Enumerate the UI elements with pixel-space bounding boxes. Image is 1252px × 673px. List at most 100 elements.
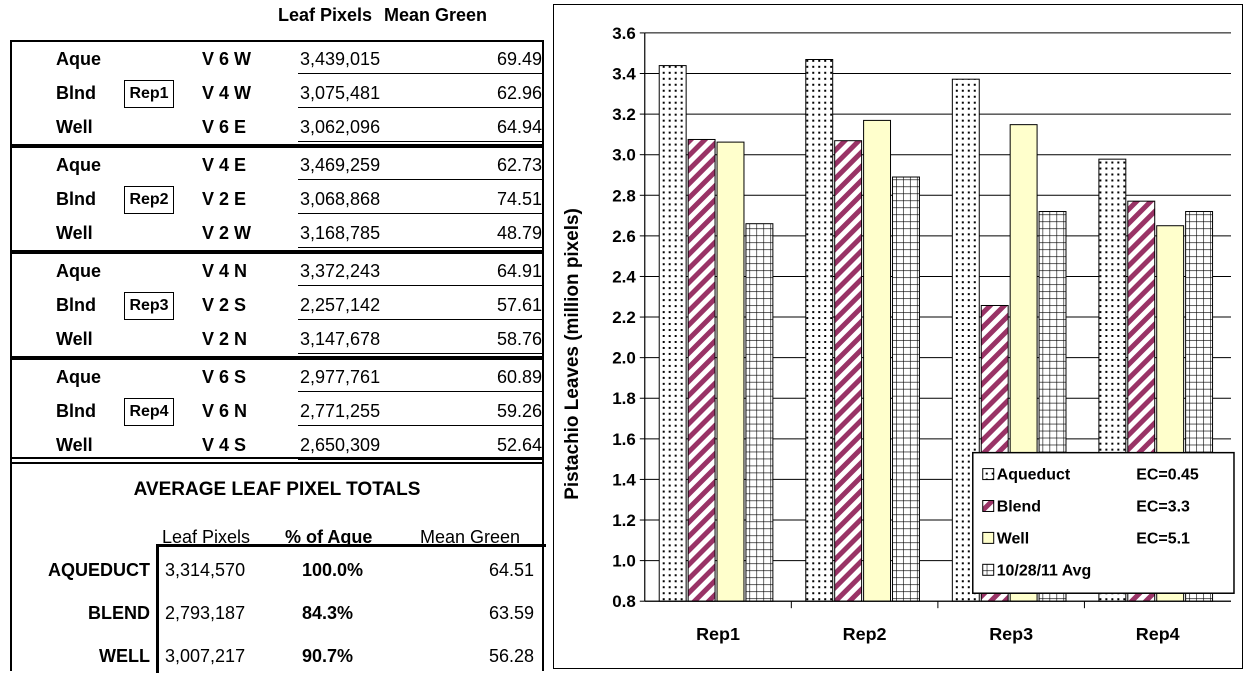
table-row: Well V 4 S 2,650,309 52.64 — [12, 428, 542, 462]
tree-cell: V 6 E — [202, 117, 247, 137]
source-cell: Aque — [56, 49, 101, 69]
row-underline — [298, 73, 542, 74]
legend-ec: EC=3.3 — [1136, 498, 1190, 515]
mean-green-cell: 57.61 — [496, 295, 542, 315]
y-tick-label: 1.8 — [612, 389, 636, 408]
tree-cell: V 4 S — [202, 435, 247, 455]
rep-label-box: Rep3 — [124, 292, 174, 320]
legend-swatch — [982, 468, 995, 481]
avg-col-leaf-pixels: Leaf Pixels — [162, 527, 251, 547]
x-tick-label: Rep4 — [1136, 624, 1180, 644]
rep-label-box: Rep1 — [124, 80, 174, 108]
avg-mean-green-cell: 56.28 — [488, 646, 534, 666]
row-underline — [298, 391, 542, 392]
rep-label-box: Rep4 — [124, 398, 174, 426]
legend-swatch — [982, 500, 995, 512]
row-underline — [298, 247, 542, 248]
table-row: Well V 6 E 3,062,096 64.94 — [12, 110, 542, 144]
legend-label: Aqueduct — [997, 467, 1071, 484]
avg-pct-cell: 90.7% — [302, 646, 354, 666]
mean-green-cell: 48.79 — [496, 223, 542, 243]
table-row: Well V 2 W 3,168,785 48.79 — [12, 216, 542, 250]
legend-swatch — [982, 563, 995, 576]
source-cell: Well — [56, 117, 93, 137]
tree-cell: V 2 E — [202, 189, 247, 209]
source-cell: Blnd — [56, 401, 96, 421]
leaf-pixels-cell: 3,068,868 — [300, 189, 381, 209]
y-tick-label: 1.4 — [612, 470, 636, 489]
avg-leaf-pixels-cell: 3,314,570 — [165, 560, 246, 580]
average-totals-box: AVERAGE LEAF PIXEL TOTALS Leaf Pixels % … — [10, 457, 546, 673]
rep-label-box: Rep2 — [124, 186, 174, 214]
table-row: Aque V 4 E 3,469,259 62.73 — [12, 148, 542, 182]
tree-cell: V 4 E — [202, 155, 247, 175]
avg-col-pct: % of Aque — [285, 527, 373, 547]
avg-mean-green-cell: 63.59 — [488, 603, 534, 623]
row-underline — [298, 285, 542, 286]
table-row: Aque V 6 S 2,977,761 60.89 — [12, 360, 542, 394]
source-cell: Well — [56, 329, 93, 349]
table-row: Blnd V 2 E 3,068,868 74.51 — [12, 182, 542, 216]
legend-ec: EC=0.45 — [1136, 467, 1199, 484]
tree-cell: V 4 W — [202, 83, 252, 103]
source-cell: Aque — [56, 155, 101, 175]
legend-swatch — [982, 531, 995, 544]
y-tick-label: 3.4 — [612, 64, 636, 83]
source-cell: Aque — [56, 261, 101, 281]
avg-leaf-pixels-cell: 3,007,217 — [165, 646, 246, 666]
avg-leaf-pixels-cell: 2,793,187 — [165, 603, 246, 623]
bar-well-rep1 — [716, 141, 745, 602]
legend-label: Well — [997, 530, 1029, 547]
row-underline — [298, 179, 542, 180]
y-tick-label: 1.6 — [612, 430, 636, 449]
data-table-panel: Leaf Pixels Mean Green Aque V 6 W 3,439,01… — [0, 0, 550, 673]
bar-blend-rep1 — [687, 138, 716, 602]
legend-ec: EC=5.1 — [1136, 530, 1190, 547]
bar-aqueduct-rep2 — [805, 59, 834, 602]
leaf-pixels-cell: 3,439,015 — [300, 49, 381, 69]
row-underline — [298, 141, 542, 142]
axes: 0.8 1.0 1.2 1.4 1.6 1.8 2.0 2.2 2.4 2.6 2.8 3.0 3.2 3… — [612, 24, 1231, 644]
mean-green-cell: 59.26 — [496, 401, 542, 421]
rep-group-3: Aque V 4 N 3,372,243 64.91 Blnd V 2 S 2,257,14… — [10, 252, 544, 358]
bar-well-rep2 — [863, 119, 892, 602]
avg-col-mean-green: Mean Green — [420, 527, 521, 547]
mean-green-cell: 58.76 — [496, 329, 542, 349]
y-tick-label: 1.0 — [612, 552, 636, 571]
avg-mean-green-cell: 64.51 — [488, 560, 534, 580]
y-tick-label: 2.6 — [612, 227, 636, 246]
y-tick-label: 3.0 — [612, 146, 636, 165]
y-tick-label: 1.2 — [612, 511, 636, 530]
y-tick-label: 2.0 — [612, 349, 636, 368]
y-tick-label: 2.2 — [612, 308, 636, 327]
tree-cell: V 2 S — [202, 295, 247, 315]
legend-label: 10/28/11 Avg — [997, 562, 1092, 579]
leaf-pixels-bar-chart: 0.8 1.0 1.2 1.4 1.6 1.8 2.0 2.2 2.4 2.6 2.8 3.0 3.2 3… — [553, 4, 1243, 669]
x-tick-label: Rep2 — [843, 624, 887, 644]
leaf-pixels-cell: 3,372,243 — [300, 261, 381, 281]
bar-blend-rep2 — [834, 140, 863, 602]
tree-cell: V 6 N — [202, 401, 248, 421]
row-underline — [298, 425, 542, 426]
table-row: Aque V 6 W 3,439,015 69.49 — [12, 42, 542, 76]
y-tick-label: 2.8 — [612, 186, 636, 205]
x-tick-label: Rep3 — [989, 624, 1033, 644]
y-tick-label: 0.8 — [612, 592, 636, 611]
avg-name-cell: BLEND — [88, 603, 150, 623]
y-tick-label: 2.4 — [612, 267, 636, 286]
row-underline — [298, 213, 542, 214]
tree-cell: V 6 W — [202, 49, 252, 69]
table-row: Blnd V 4 W 3,075,481 62.96 — [12, 76, 542, 110]
table-row: Well V 2 N 3,147,678 58.76 — [12, 322, 542, 356]
leaf-pixels-cell: 2,257,142 — [300, 295, 381, 315]
x-tick-label: Rep1 — [696, 624, 740, 644]
legend-label: Blend — [997, 498, 1041, 515]
source-cell: Aque — [56, 367, 101, 387]
row-underline — [298, 459, 542, 460]
source-cell: Blnd — [56, 83, 96, 103]
leaf-pixels-cell: 2,771,255 — [300, 401, 381, 421]
table-header: Leaf Pixels Mean Green — [0, 3, 540, 27]
table-row: Aque V 4 N 3,372,243 64.91 — [12, 254, 542, 288]
mean-green-cell: 64.94 — [496, 117, 542, 137]
source-cell: Well — [56, 223, 93, 243]
